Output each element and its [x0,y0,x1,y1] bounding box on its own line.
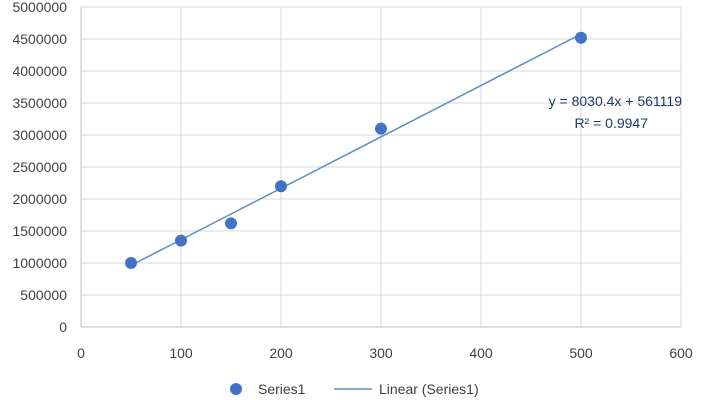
y-tick-label: 4500000 [12,31,67,47]
y-tick-label: 3500000 [12,95,67,111]
y-tick-label: 0 [59,319,67,335]
legend-label-series1: Series1 [258,381,306,397]
y-tick-label: 500000 [20,287,67,303]
axes [80,7,681,328]
x-tick-label: 0 [77,345,85,361]
y-tick-label: 1000000 [12,255,67,271]
y-tick-label: 4000000 [12,63,67,79]
trendline-layer [130,33,582,267]
legend-marker-series1 [230,383,242,395]
trendline [130,33,582,267]
legend: Series1 Linear (Series1) [230,381,479,397]
data-point [575,31,587,44]
x-tick-label: 400 [469,345,493,361]
y-tick-label: 2500000 [12,159,67,175]
y-tick-label: 5000000 [12,0,67,15]
grid-lines [81,6,682,327]
trendline-r-squared: R² = 0.9947 [574,115,648,131]
x-tick-label: 600 [669,345,693,361]
data-point [375,122,387,135]
y-tick-label: 1500000 [12,223,67,239]
data-point [125,257,137,269]
x-tick-label: 200 [269,345,293,361]
trendline-equation: y = 8030.4x + 561119 [549,93,683,109]
x-tick-label: 300 [369,345,393,361]
y-tick-label: 3000000 [12,127,67,143]
legend-label-trendline: Linear (Series1) [379,381,479,397]
x-tick-label: 500 [569,345,593,361]
x-tick-labels: 0 100 200 300 400 500 600 [77,345,693,361]
y-tick-label: 2000000 [12,191,67,207]
data-point [275,180,287,193]
x-tick-label: 100 [169,345,193,361]
data-points [125,31,587,269]
data-point [225,217,237,230]
data-point [175,234,187,247]
y-tick-labels: 0 500000 1000000 1500000 2000000 2500000 30000… [12,0,67,335]
